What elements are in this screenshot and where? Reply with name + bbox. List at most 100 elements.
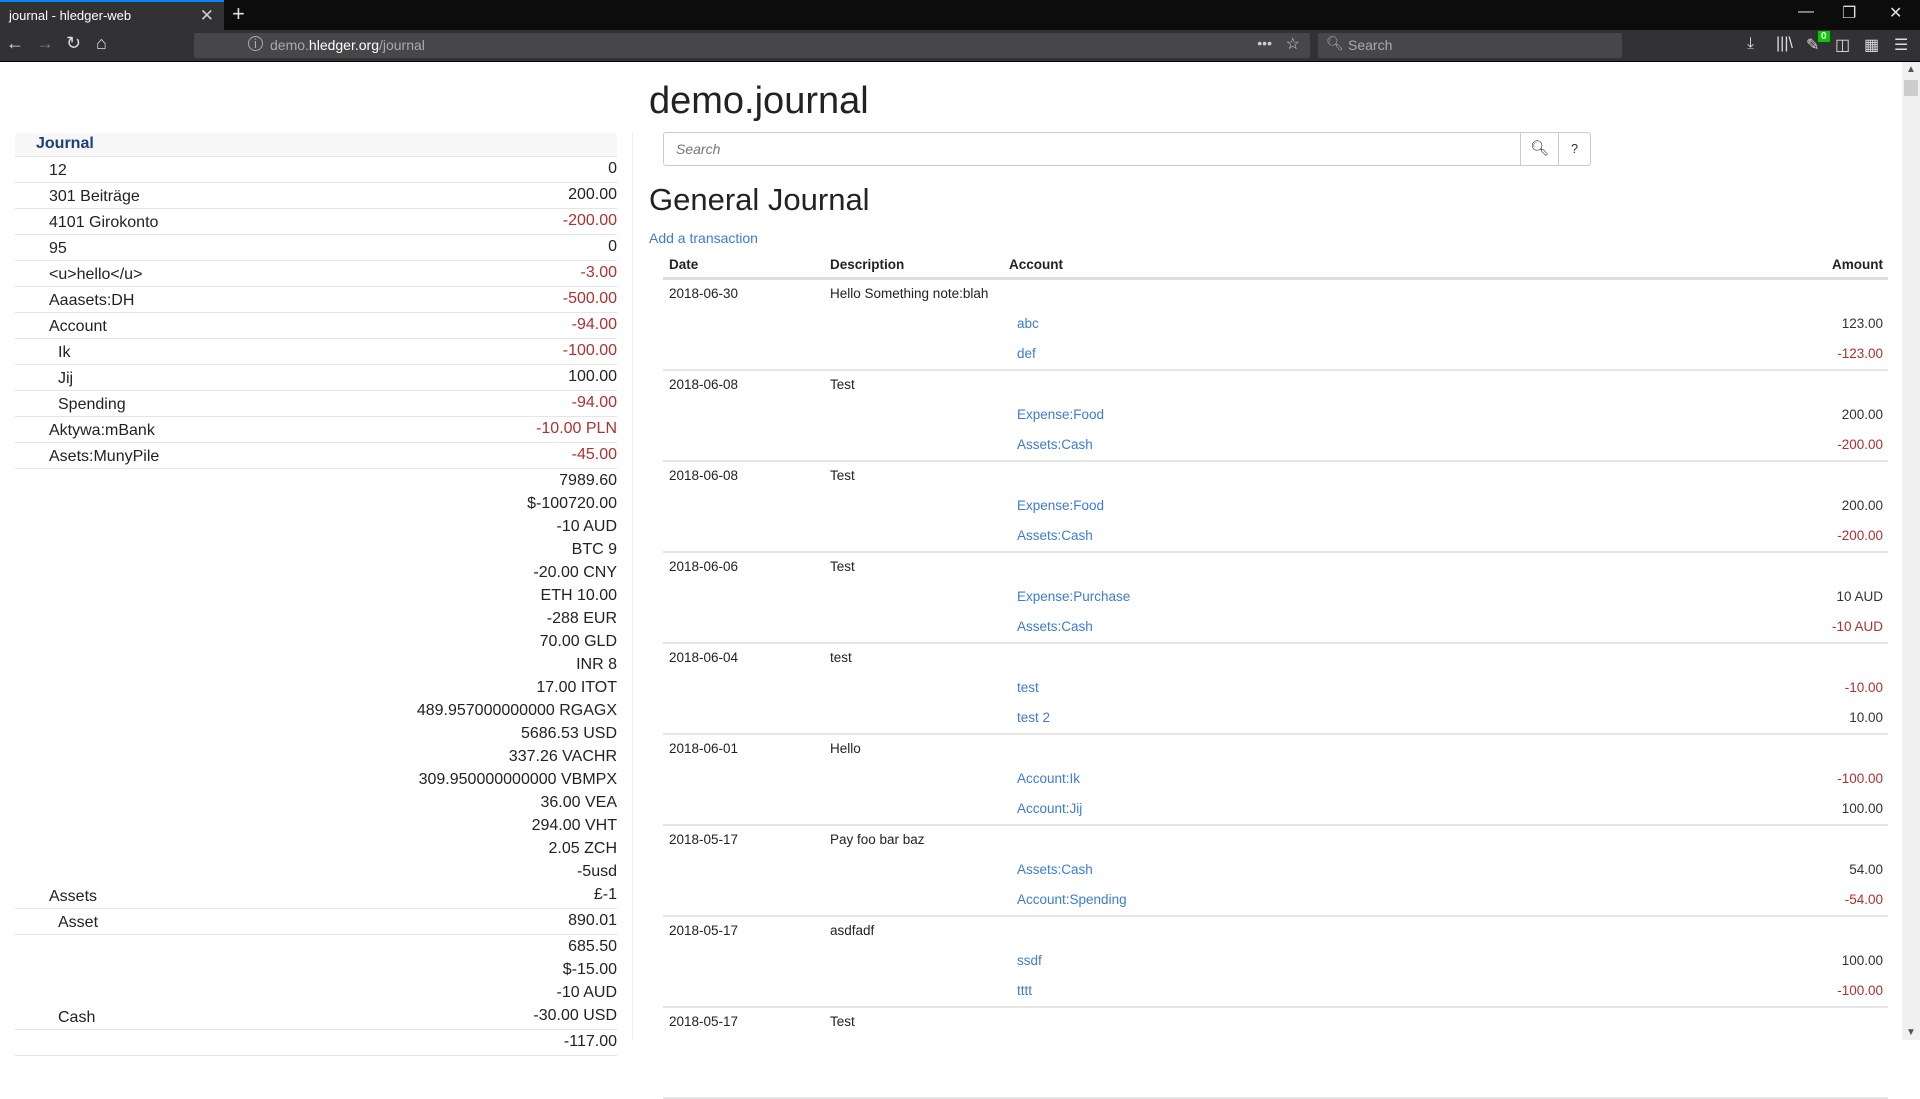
home-icon[interactable]: ⌂ [96,33,107,53]
sidebar-account-row[interactable]: Cash 685.50 $-15.00 -10 AUD -30.00 USD [15,935,617,1030]
balance-amount: -94.00 [571,394,617,411]
sidebar-account-row[interactable]: Account -94.00 [15,313,617,339]
posting-amount: -200.00 [1837,437,1883,452]
transaction-header: 2018-06-04 test [663,648,1888,678]
account-name[interactable]: Jij [58,370,74,387]
posting-account-cell: tttt [1009,981,1688,1011]
account-name[interactable]: Assets [49,888,98,905]
sidebar-account-row[interactable]: Assets 7989.60 $-100720.00 -10 AUD BTC 9 -20.… [15,469,617,909]
posting-account-link[interactable]: Assets:Cash [1017,437,1093,452]
transaction-row: 2018-06-01 Hello Account:Ik -100.00 Account:… [663,735,1888,826]
sidebar-account-row[interactable]: <u>hello</u> -3.00 [15,261,617,287]
transaction-date: 2018-05-17 [669,832,739,847]
posting-account-link[interactable]: Account:Spending [1017,892,1127,907]
sidebar-account-row[interactable]: 95 0 [15,235,617,261]
sidebar-account-row[interactable]: Aktywa:mBank -10.00 PLN [15,417,617,443]
account-name[interactable]: 12 [49,162,67,179]
sidebar-journal-link[interactable]: Journal [15,133,617,157]
posting-row: Account:Jij 100.00 [663,799,1888,829]
sidebar-account-row[interactable]: Asset 890.01 [15,909,617,935]
scrollbar-thumb[interactable] [1904,80,1918,96]
sidebar-account-row[interactable]: 301 Beiträge 200.00 [15,183,617,209]
url-prefix: demo. [270,37,309,53]
posting-account-link[interactable]: test 2 [1017,710,1051,725]
sidebar-account-row[interactable]: 4101 Girokonto -200.00 [15,209,617,235]
posting-account-cell: Assets:Cash [1009,435,1688,465]
site-info-icon[interactable]: i [248,36,263,51]
search-button[interactable]: 🔍︎ [1521,132,1559,166]
transaction-header: 2018-06-01 Hello [663,739,1888,769]
posting-row: Expense:Purchase 10 AUD [663,587,1888,617]
sidebar-toggle-icon[interactable]: ◫ [1835,37,1851,54]
posting-account-link[interactable]: Expense:Food [1017,407,1105,422]
posting-row: Assets:Cash -200.00 [663,435,1888,465]
forward-icon[interactable]: → [36,33,54,53]
menu-icon[interactable]: ☰ [1894,37,1909,54]
browser-search-input[interactable]: 🔍︎ Search [1318,33,1622,58]
sidebar-account-row[interactable]: Asets:MunyPile -45.00 [15,443,617,469]
page-scrollbar[interactable]: ▲ ▼ [1902,62,1920,1040]
posting-account-link[interactable]: Assets:Cash [1017,862,1093,877]
posting-account-link[interactable]: def [1017,346,1036,361]
posting-account-link[interactable]: Account:Ik [1017,771,1081,786]
close-tab-icon[interactable]: ✕ [199,6,214,25]
account-name[interactable]: 95 [49,240,67,257]
posting-account-link[interactable]: tttt [1017,983,1033,998]
reload-icon[interactable]: ↻ [66,33,82,53]
sidebar-account-row[interactable]: Aaasets:DH -500.00 [15,287,617,313]
browser-tab[interactable]: journal - hledger-web ✕ [0,0,224,30]
sidebar-account-row[interactable]: Spending -94.00 [15,391,617,417]
account-name[interactable]: Ik [58,344,71,361]
account-name[interactable]: Asets:MunyPile [49,448,160,465]
posting-spacer [663,617,830,647]
new-tab-icon[interactable]: + [232,1,245,26]
posting-spacer [830,708,1009,738]
sidebar-account-row[interactable]: Jij 100.00 [15,365,617,391]
back-icon[interactable]: ← [6,33,24,53]
download-icon[interactable]: ⤓ [1747,35,1755,52]
posting-row: def -123.00 [663,344,1888,374]
posting-account-link[interactable]: ssdf [1017,953,1042,968]
account-name[interactable]: Aaasets:DH [49,292,135,309]
posting-spacer [830,435,1009,465]
restore-icon[interactable]: ❐ [1842,5,1857,22]
account-name[interactable]: Aktywa:mBank [49,422,155,439]
sidebar-account-row[interactable]: 12 0 [15,157,617,183]
account-name[interactable]: 301 Beiträge [49,188,140,205]
window-close-icon[interactable]: ✕ [1889,5,1903,22]
account-balance: -94.00 [572,391,617,414]
address-bar[interactable]: i demo.hledger.org/journal ••• ☆ [194,33,1310,58]
account-name[interactable]: <u>hello</u> [49,266,143,283]
sidebar-account-row[interactable]: -117.00 [15,1030,617,1056]
posting-account-link[interactable]: test [1017,680,1039,695]
posting-account-link[interactable]: Assets:Cash [1017,619,1093,634]
account-name[interactable]: Account [49,318,107,335]
page-actions-icon[interactable]: ••• [1257,35,1272,51]
scroll-up-icon[interactable]: ▲ [1906,64,1916,75]
account-name[interactable]: 4101 Girokonto [49,214,159,231]
transaction-header: 2018-06-08 Test [663,375,1888,405]
minimize-icon[interactable]: — [1798,3,1814,20]
posting-account-link[interactable]: Expense:Purchase [1017,589,1131,604]
extension-icon[interactable]: ✎ [1806,37,1820,54]
scroll-down-icon[interactable]: ▼ [1906,1027,1916,1038]
help-button[interactable]: ? [1559,132,1591,166]
transaction-date: 2018-05-17 [669,1014,739,1029]
posting-account-link[interactable]: Account:Jij [1017,801,1083,816]
bookmark-star-icon[interactable]: ☆ [1285,36,1300,53]
posting-amount: 123.00 [1841,316,1883,331]
account-name[interactable]: Spending [58,396,126,413]
containers-icon[interactable]: ▦ [1864,37,1880,54]
library-icon[interactable]: |||\ [1776,35,1793,52]
balance-amount: -288 EUR [546,610,617,627]
posting-account-link[interactable]: abc [1017,316,1039,331]
account-name[interactable]: Asset [58,914,99,931]
balance-amount: 5686.53 USD [520,725,617,742]
posting-account-link[interactable]: Assets:Cash [1017,528,1093,543]
add-transaction-link[interactable]: Add a transaction [649,230,758,246]
sidebar-account-row[interactable]: Ik -100.00 [15,339,617,365]
account-name[interactable]: Cash [58,1009,96,1026]
posting-account-link[interactable]: Expense:Food [1017,498,1105,513]
search-input[interactable] [663,132,1521,166]
transaction-description: Test [830,559,855,574]
